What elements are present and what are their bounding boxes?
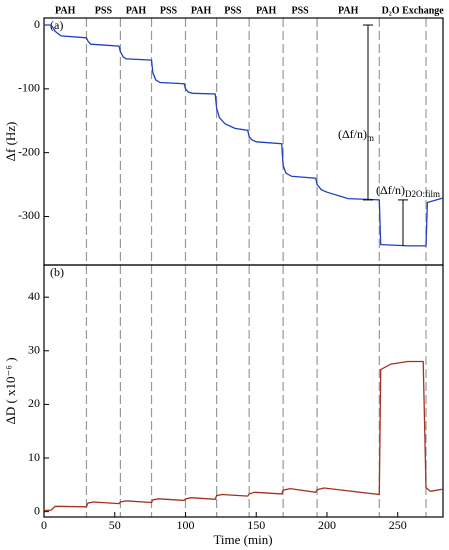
section-label: PAH bbox=[338, 5, 359, 16]
x-tick-label: 200 bbox=[318, 518, 336, 532]
section-label: PAH bbox=[191, 5, 212, 16]
annotation-subscript: m bbox=[367, 133, 374, 143]
y-axis-label: Δf (Hz) bbox=[3, 122, 18, 162]
data-line bbox=[44, 24, 444, 247]
annotation-text: (Δf/n) bbox=[376, 183, 405, 197]
annotation: (Δf/n)m bbox=[338, 127, 374, 143]
section-label: PAH bbox=[126, 5, 147, 16]
panel-frame bbox=[43, 264, 444, 518]
annotation-subscript: D2O:film bbox=[405, 189, 440, 199]
y-tick-label: -200 bbox=[18, 144, 40, 158]
section-label: PAH bbox=[55, 5, 76, 16]
x-tick-label: 100 bbox=[176, 518, 194, 532]
y-tick-label: 20 bbox=[28, 396, 40, 410]
panel-label: (b) bbox=[50, 265, 64, 279]
panel-frame bbox=[43, 17, 444, 266]
panel-label: (a) bbox=[50, 18, 63, 32]
section-label: PSS bbox=[160, 5, 178, 16]
data-line bbox=[43, 360, 444, 512]
y-axis-label: ΔD ( x10⁻⁶ ) bbox=[3, 357, 18, 424]
section-label: PAH bbox=[256, 5, 277, 16]
x-axis-label: Time (min) bbox=[213, 532, 272, 547]
y-tick-label: -300 bbox=[18, 208, 40, 222]
x-tick-label: 50 bbox=[109, 518, 121, 532]
y-tick-label: 40 bbox=[28, 289, 40, 303]
y-tick-label: 0 bbox=[34, 503, 40, 517]
x-tick-label: 0 bbox=[41, 518, 47, 532]
section-label: D₂O Exchange bbox=[382, 5, 445, 16]
x-tick-label: 250 bbox=[389, 518, 407, 532]
section-label: PSS bbox=[291, 5, 309, 16]
section-label: PSS bbox=[224, 5, 242, 16]
y-tick-label: -100 bbox=[18, 81, 40, 95]
y-tick-label: 10 bbox=[28, 450, 40, 464]
y-tick-label: 0 bbox=[34, 17, 40, 31]
x-tick-label: 150 bbox=[247, 518, 265, 532]
y-tick-label: 30 bbox=[28, 343, 40, 357]
annotation-text: (Δf/n) bbox=[338, 127, 367, 141]
section-label: PSS bbox=[95, 5, 113, 16]
annotation: (Δf/n)D2O:film bbox=[376, 183, 440, 199]
